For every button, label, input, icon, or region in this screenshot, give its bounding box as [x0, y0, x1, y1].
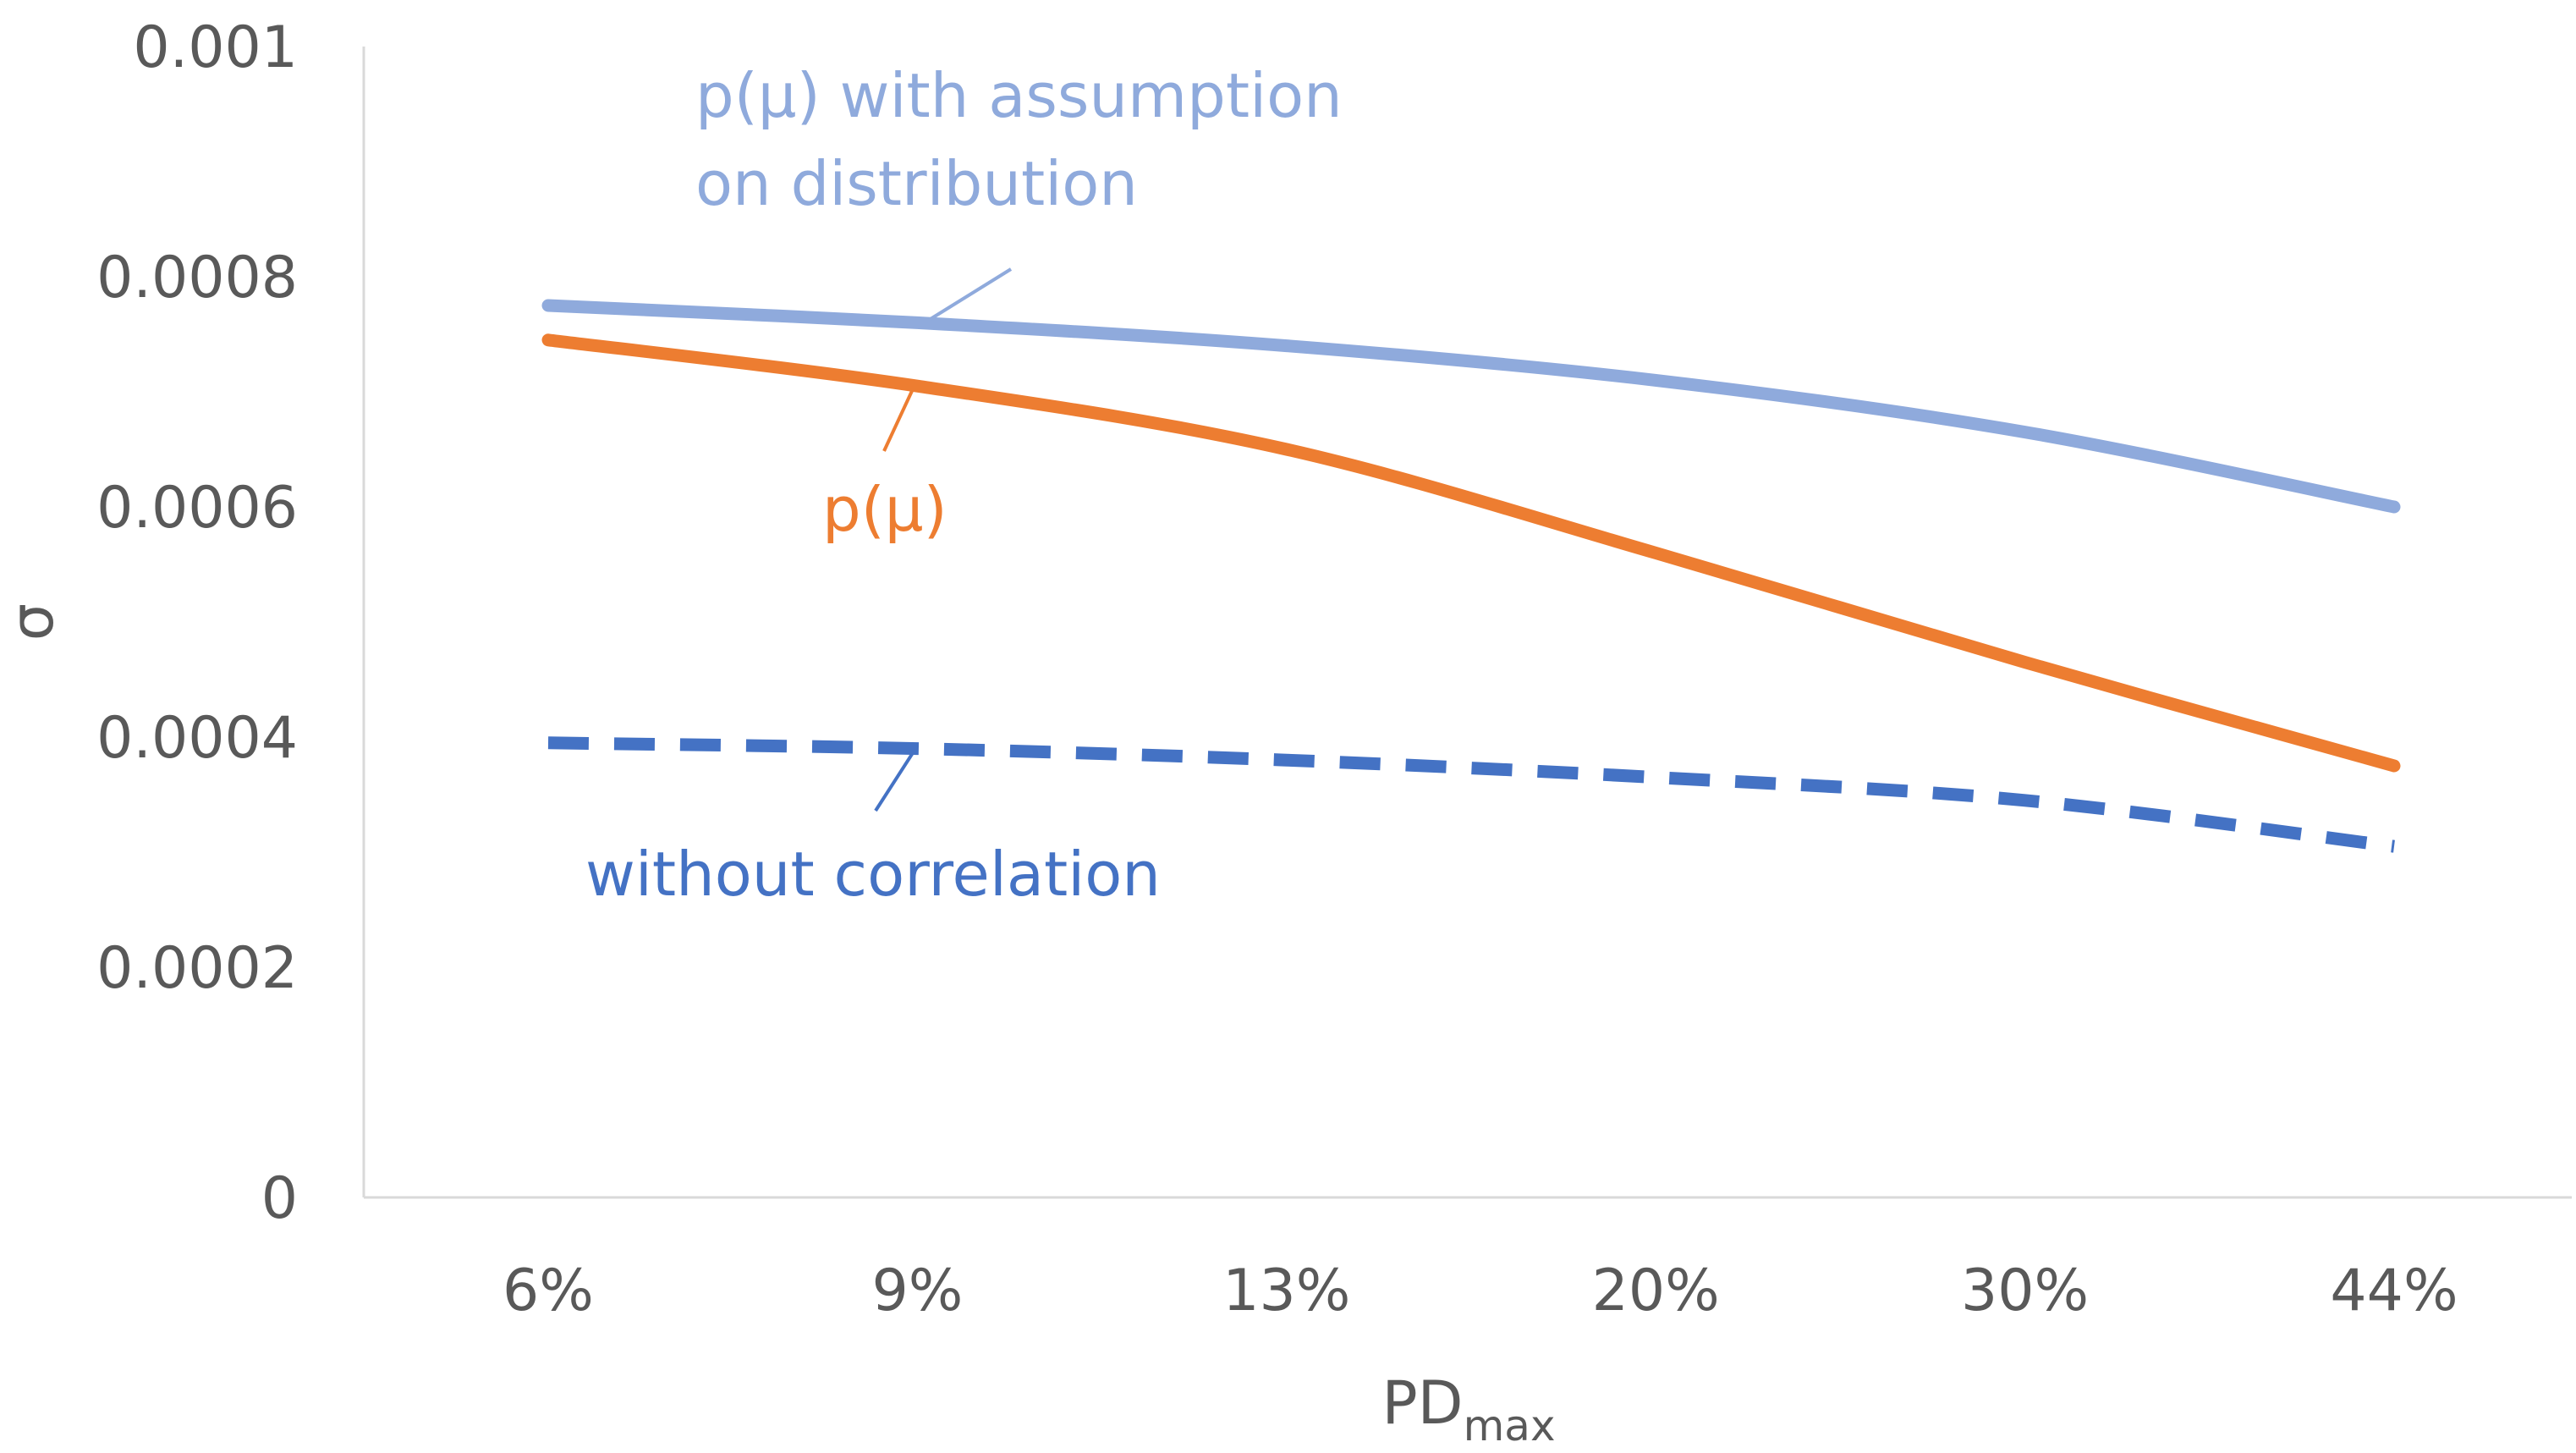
label-leader-line	[925, 267, 1013, 323]
y-tick-label: 0.0008	[96, 245, 298, 311]
label-leader-line	[882, 390, 914, 452]
y-axis-title: σ	[0, 603, 67, 641]
x-tick-label: 13%	[1222, 1258, 1350, 1324]
series-label-assumption: p(μ) with assumption	[695, 60, 1343, 131]
series-line-without-correlation	[547, 736, 2395, 853]
y-tick-label: 0.0002	[96, 935, 298, 1002]
y-tick-label: 0.0006	[96, 475, 298, 542]
x-tick-label: 6%	[503, 1258, 594, 1324]
series-label-p-mu: p(μ)	[822, 474, 947, 545]
label-leader-line	[874, 747, 917, 812]
x-tick-label: 44%	[2330, 1258, 2458, 1324]
series-lines	[541, 299, 2401, 853]
series-line-p-mu	[541, 333, 2401, 773]
y-tick-label: 0.0004	[96, 705, 298, 772]
x-axis-title: PDmax	[1381, 1368, 1555, 1450]
series-label-without-correlation: without correlation	[585, 839, 1161, 910]
x-axis-title-main: PD	[1381, 1368, 1463, 1438]
series-line-assumption	[541, 299, 2401, 514]
x-axis-title-subscript: max	[1464, 1401, 1556, 1450]
x-tick-label: 20%	[1592, 1258, 1720, 1324]
y-tick-label: 0.001	[133, 14, 298, 81]
series-labels: p(μ) with assumption on distribution p(μ) w…	[585, 60, 1343, 910]
axes: 0 0.0002 0.0004 0.0006 0.0008 0.001 6% 9% 13% 20%…	[0, 14, 2572, 1450]
series-label-assumption: on distribution	[695, 148, 1138, 219]
y-tick-label: 0	[261, 1165, 298, 1232]
x-tick-label: 9%	[871, 1258, 963, 1324]
x-tick-label: 30%	[1961, 1258, 2089, 1324]
